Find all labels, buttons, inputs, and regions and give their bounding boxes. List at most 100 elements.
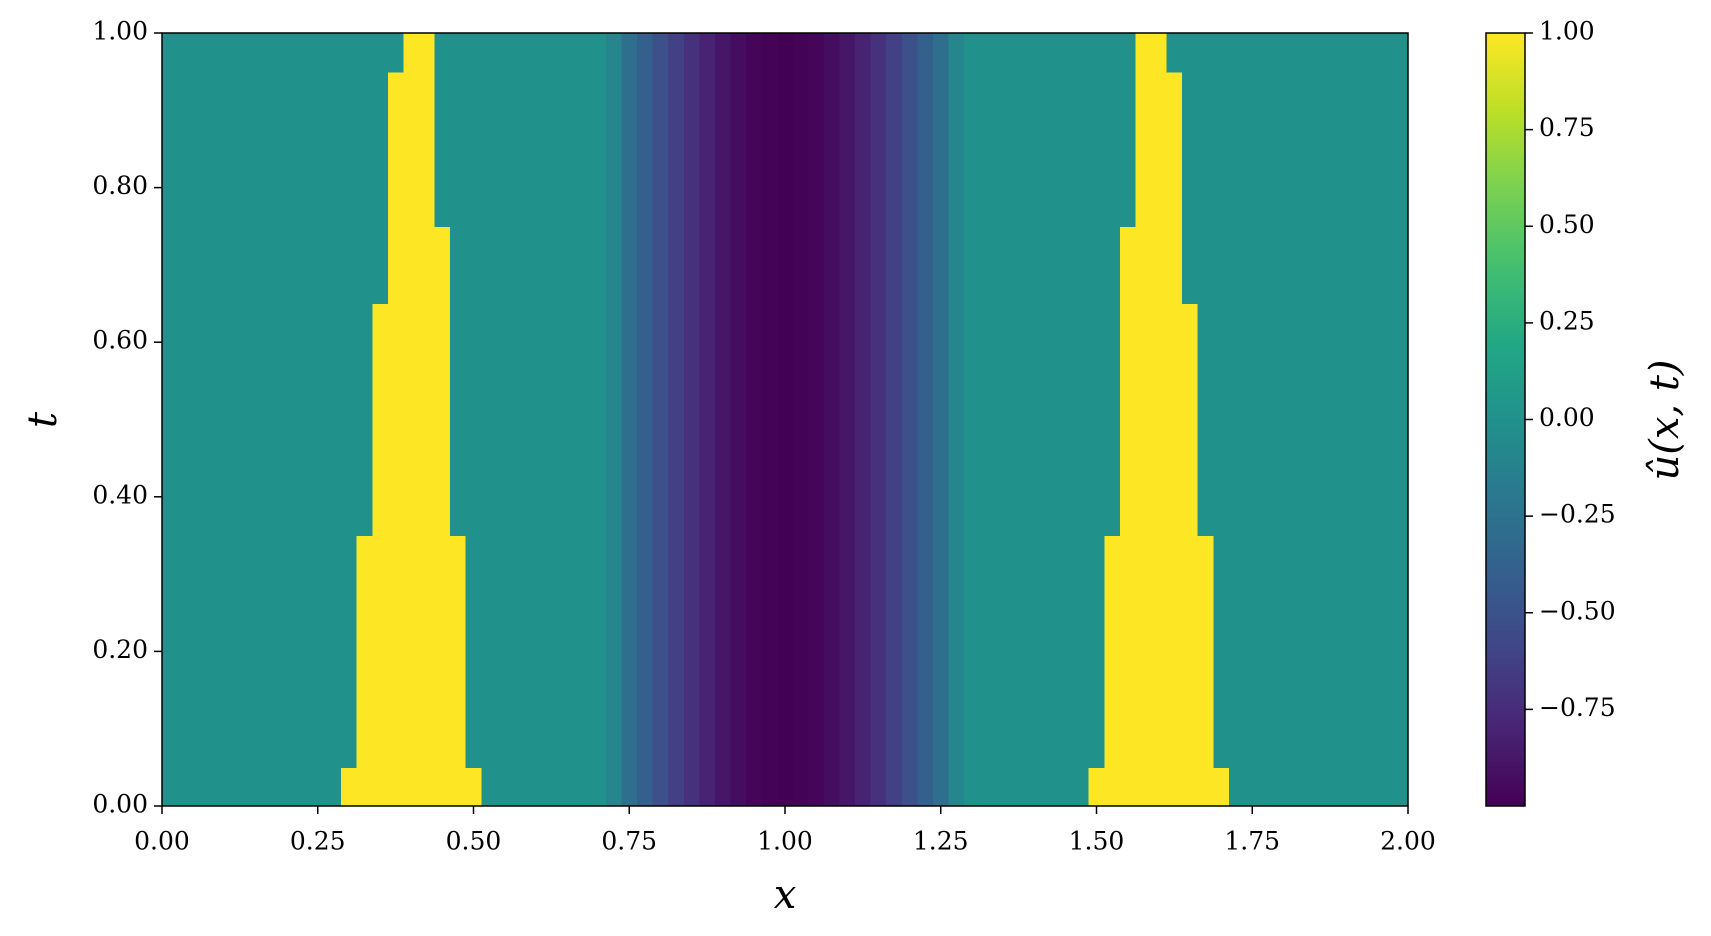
cell [637,767,654,807]
cell [964,71,981,150]
cell [1119,71,1137,150]
cell [559,535,576,614]
cell [605,690,623,768]
cell [341,767,358,807]
cell [808,148,825,227]
cell [1057,380,1074,459]
cell [714,612,732,691]
cell [325,380,342,459]
cell [1073,226,1090,305]
cell [294,71,311,150]
cell [808,226,825,305]
cell [1291,535,1308,614]
cell [1400,458,1409,537]
cell [979,71,996,150]
cell [1322,690,1339,768]
cell [932,535,950,614]
cell [668,226,685,305]
cell [917,71,934,150]
cell [1322,303,1339,382]
cell [590,303,607,382]
cell [761,226,778,305]
cell [1306,33,1323,73]
cell [512,690,529,768]
cell [1119,767,1137,807]
cell [263,380,280,459]
cell [574,71,591,150]
cell [1400,148,1409,227]
cell [200,71,218,150]
y-tick-label: 0.80 [92,171,148,200]
colorbar-tick-label: 1.00 [1539,17,1595,46]
cell [1244,33,1261,73]
cell [356,303,373,382]
cell [1135,303,1152,382]
heatmap [162,33,1409,807]
cell [496,612,514,691]
cell [1306,226,1323,305]
cell [574,148,591,227]
cell [1151,226,1168,305]
cell [1104,303,1121,382]
cell [590,226,607,305]
cell [1182,303,1199,382]
cell [200,612,218,691]
cell [1041,767,1059,807]
cell [1291,33,1308,73]
cell [169,148,186,227]
cell [232,535,249,614]
cell [169,458,186,537]
cell [1369,612,1386,691]
cell [1306,380,1323,459]
cell [855,535,872,614]
cell [730,690,747,768]
cell [200,148,218,227]
cell [1260,690,1277,768]
cell [917,303,934,382]
cell [605,612,623,691]
cell [1182,767,1199,807]
cell [637,303,654,382]
cell [325,226,342,305]
cell [855,148,872,227]
cell [1197,612,1214,691]
cell [761,535,778,614]
cell [403,380,420,459]
cell [1182,33,1199,73]
cell [1213,71,1230,150]
cell [932,690,950,768]
cell [1119,535,1137,614]
cell [932,33,950,73]
cell [434,458,451,537]
cell [216,535,233,614]
cell [1244,767,1261,807]
cell [761,458,778,537]
cell [1119,690,1137,768]
cell [932,148,950,227]
cell [1384,535,1401,614]
cell [247,148,264,227]
cell [1400,33,1409,73]
cell [162,767,171,807]
cell [870,458,887,537]
cell [808,690,825,768]
cell [1337,226,1355,305]
cell [590,71,607,150]
cell [341,71,358,150]
cell [1353,226,1370,305]
cell [605,458,623,537]
cell [761,690,778,768]
cell [356,148,373,227]
cell [1057,458,1074,537]
colorbar-tick-label: 0.50 [1539,210,1595,239]
cell [1026,690,1043,768]
cell [823,458,841,537]
cell [403,535,420,614]
cell [185,612,202,691]
cell [543,148,560,227]
cell [714,33,732,73]
cell [247,71,264,150]
cell [1041,303,1059,382]
cell [746,226,763,305]
cell [1026,33,1043,73]
